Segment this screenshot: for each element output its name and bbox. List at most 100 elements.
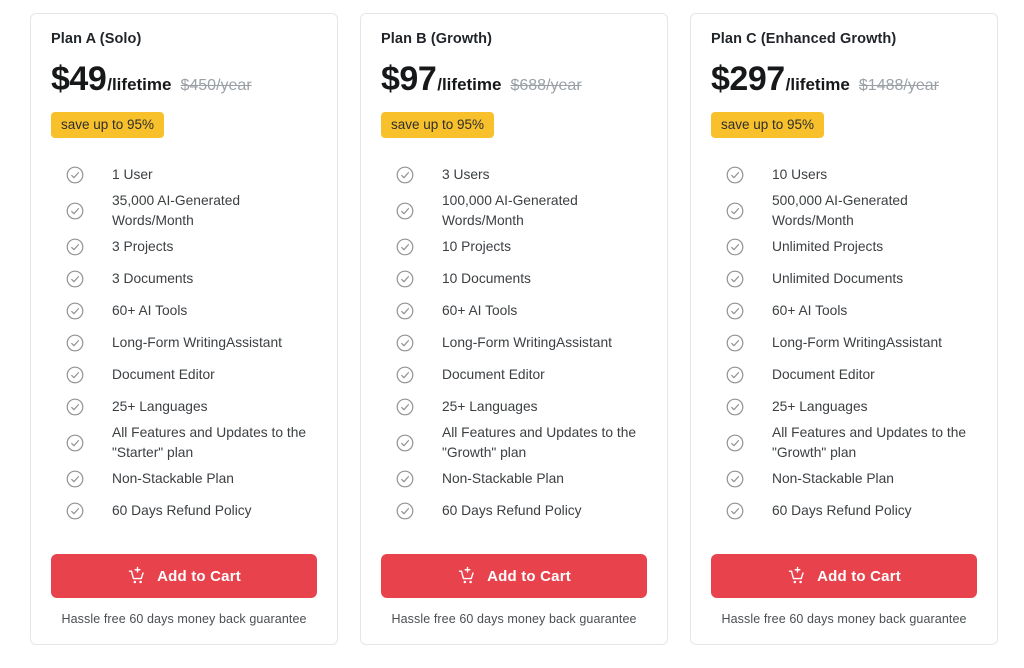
feature-item: Unlimited Documents: [726, 263, 977, 295]
check-circle-icon: [396, 366, 414, 384]
plan-price-period: /lifetime: [107, 75, 172, 94]
pricing-plans-section: Plan A (Solo) $49 /lifetime $450/year sa…: [30, 13, 998, 645]
feature-label: All Features and Updates to the "Starter…: [112, 425, 307, 460]
feature-label: 100,000 AI-Generated Words/Month: [442, 193, 578, 228]
feature-item: 10 Documents: [396, 263, 647, 295]
feature-label: 10 Projects: [442, 239, 512, 254]
check-circle-icon: [726, 302, 744, 320]
guarantee-text: Hassle free 60 days money back guarantee: [391, 612, 637, 626]
plan-card-a: Plan A (Solo) $49 /lifetime $450/year sa…: [30, 13, 338, 645]
feature-label: 60+ AI Tools: [772, 303, 848, 318]
feature-label: Non-Stackable Plan: [112, 471, 234, 486]
check-circle-icon: [726, 238, 744, 256]
check-circle-icon: [396, 502, 414, 520]
check-circle-icon: [396, 302, 414, 320]
feature-label: 25+ Languages: [112, 399, 208, 414]
check-circle-icon: [396, 334, 414, 352]
add-to-cart-label: Add to Cart: [487, 567, 571, 585]
feature-label: 10 Users: [772, 167, 828, 182]
add-to-cart-button[interactable]: Add to Cart: [711, 554, 977, 598]
check-circle-icon: [66, 502, 84, 520]
feature-item: Document Editor: [726, 359, 977, 391]
feature-label: Long-Form WritingAssistant: [442, 335, 612, 350]
feature-item: Document Editor: [396, 359, 647, 391]
guarantee-text: Hassle free 60 days money back guarantee: [61, 612, 307, 626]
plan-title: Plan C (Enhanced Growth): [711, 31, 897, 47]
feature-item: Long-Form WritingAssistant: [726, 327, 977, 359]
check-circle-icon: [66, 166, 84, 184]
feature-list: 1 User 35,000 AI-Generated Words/Month 3…: [51, 159, 317, 527]
feature-label: Non-Stackable Plan: [442, 471, 564, 486]
feature-item: 3 Documents: [66, 263, 317, 295]
feature-label: 60 Days Refund Policy: [112, 503, 252, 518]
plan-price-period: /lifetime: [785, 75, 850, 94]
plan-price-period: /lifetime: [437, 75, 502, 94]
feature-label: Non-Stackable Plan: [772, 471, 894, 486]
check-circle-icon: [66, 366, 84, 384]
feature-item: 1 User: [66, 159, 317, 191]
add-to-cart-label: Add to Cart: [817, 567, 901, 585]
feature-item: Long-Form WritingAssistant: [66, 327, 317, 359]
feature-item: 10 Users: [726, 159, 977, 191]
feature-label: 60+ AI Tools: [112, 303, 188, 318]
check-circle-icon: [726, 470, 744, 488]
check-circle-icon: [726, 334, 744, 352]
feature-item: 60+ AI Tools: [726, 295, 977, 327]
feature-item: 25+ Languages: [726, 391, 977, 423]
feature-item: 60 Days Refund Policy: [726, 495, 977, 527]
feature-label: 60+ AI Tools: [442, 303, 518, 318]
feature-label: All Features and Updates to the "Growth"…: [442, 425, 637, 460]
check-circle-icon: [726, 202, 744, 220]
check-circle-icon: [66, 334, 84, 352]
plan-card-b: Plan B (Growth) $97 /lifetime $688/year …: [360, 13, 668, 645]
feature-label: Long-Form WritingAssistant: [772, 335, 942, 350]
check-circle-icon: [726, 166, 744, 184]
check-circle-icon: [396, 398, 414, 416]
add-to-cart-button[interactable]: Add to Cart: [51, 554, 317, 598]
feature-item: 10 Projects: [396, 231, 647, 263]
check-circle-icon: [726, 502, 744, 520]
feature-item: Non-Stackable Plan: [396, 463, 647, 495]
check-circle-icon: [66, 238, 84, 256]
discount-badge: save up to 95%: [381, 112, 495, 138]
feature-item: All Features and Updates to the "Starter…: [66, 423, 317, 463]
feature-item: 60+ AI Tools: [396, 295, 647, 327]
guarantee-text: Hassle free 60 days money back guarantee: [721, 612, 967, 626]
plan-card-c: Plan C (Enhanced Growth) $297 /lifetime …: [690, 13, 998, 645]
plan-title: Plan B (Growth): [381, 31, 493, 47]
feature-label: 3 Projects: [112, 239, 174, 254]
feature-label: 25+ Languages: [442, 399, 538, 414]
feature-label: 60 Days Refund Policy: [772, 503, 912, 518]
feature-label: 35,000 AI-Generated Words/Month: [112, 193, 241, 228]
feature-item: Unlimited Projects: [726, 231, 977, 263]
feature-item: 60 Days Refund Policy: [396, 495, 647, 527]
feature-label: Document Editor: [442, 367, 545, 382]
price-row: $49 /lifetime $450/year: [51, 60, 317, 99]
check-circle-icon: [66, 202, 84, 220]
feature-label: 60 Days Refund Policy: [442, 503, 582, 518]
feature-item: All Features and Updates to the "Growth"…: [726, 423, 977, 463]
check-circle-icon: [726, 398, 744, 416]
check-circle-icon: [726, 366, 744, 384]
check-circle-icon: [396, 238, 414, 256]
discount-badge: save up to 95%: [51, 112, 165, 138]
feature-label: Unlimited Projects: [772, 239, 884, 254]
check-circle-icon: [726, 434, 744, 452]
add-to-cart-button[interactable]: Add to Cart: [381, 554, 647, 598]
discount-badge: save up to 95%: [711, 112, 825, 138]
feature-item: 25+ Languages: [396, 391, 647, 423]
feature-item: Non-Stackable Plan: [726, 463, 977, 495]
plan-price: $97: [381, 60, 437, 98]
feature-list: 3 Users 100,000 AI-Generated Words/Month…: [381, 159, 647, 527]
feature-label: All Features and Updates to the "Growth"…: [772, 425, 967, 460]
check-circle-icon: [66, 398, 84, 416]
cart-plus-icon: [127, 566, 147, 586]
feature-item: 35,000 AI-Generated Words/Month: [66, 191, 317, 231]
check-circle-icon: [66, 302, 84, 320]
feature-label: Document Editor: [772, 367, 875, 382]
feature-item: 3 Users: [396, 159, 647, 191]
feature-item: 60 Days Refund Policy: [66, 495, 317, 527]
check-circle-icon: [66, 470, 84, 488]
check-circle-icon: [396, 202, 414, 220]
check-circle-icon: [396, 166, 414, 184]
